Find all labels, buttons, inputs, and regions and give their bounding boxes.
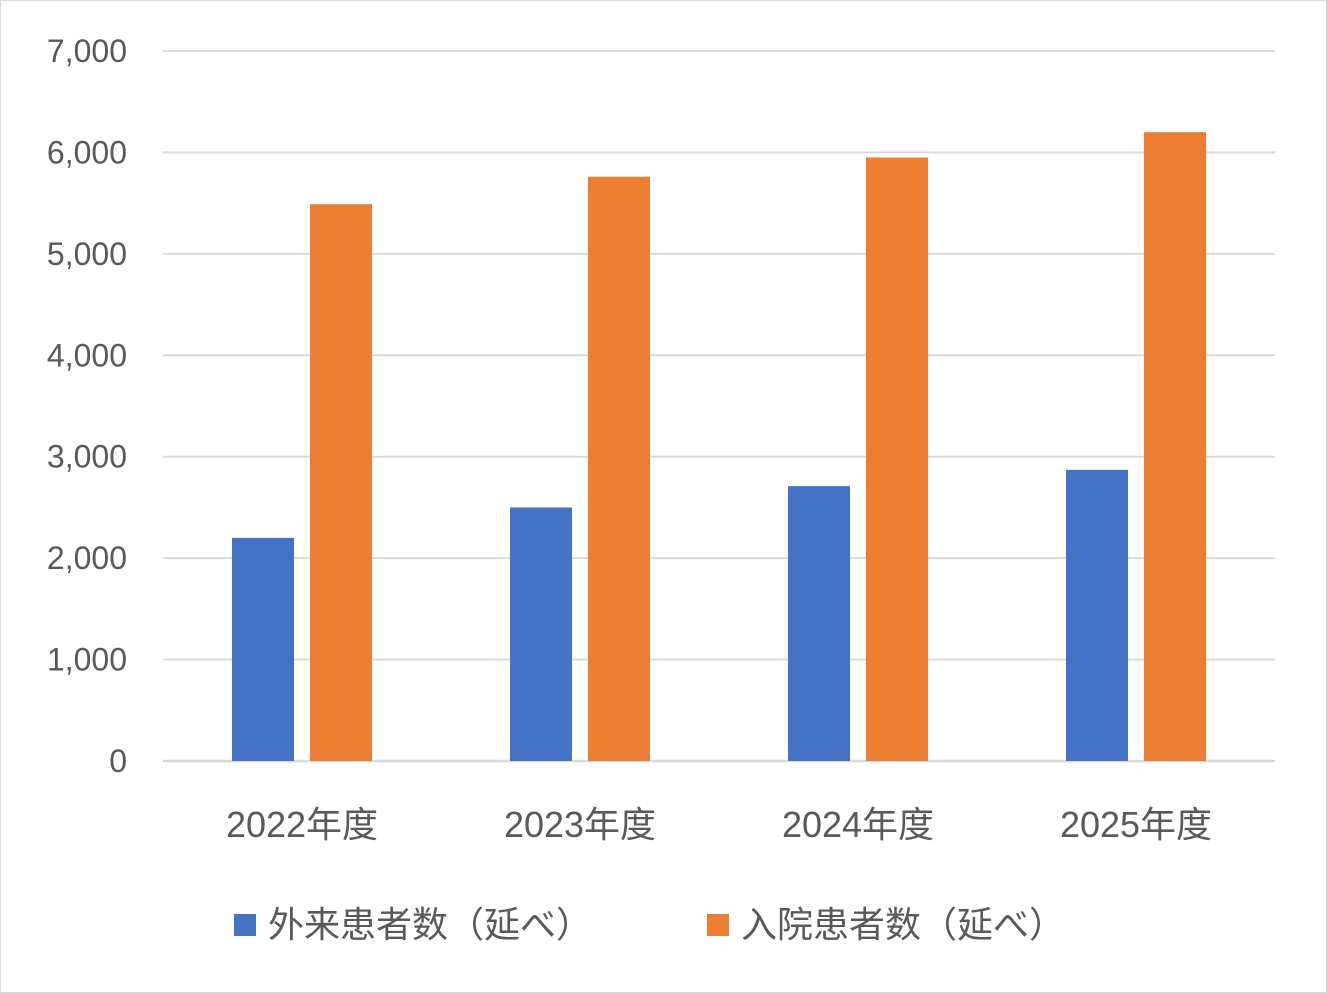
x-axis-category-labels: 2022年度 2023年度 2024年度 2025年度 (226, 804, 1212, 845)
y-tick-label: 5,000 (47, 236, 127, 272)
bar-inpatient-3 (1144, 132, 1206, 762)
y-tick-label: 3,000 (47, 439, 127, 475)
bar-outpatient-3 (1066, 469, 1128, 761)
y-axis-tick-labels: 0 1,000 2,000 3,000 4,000 5,000 6,000 7,000 (47, 33, 127, 779)
x-category-label: 2024年度 (782, 804, 934, 845)
legend-label: 入院患者数（延べ） (741, 904, 1065, 945)
bar-outpatient-0 (232, 537, 294, 761)
y-tick-label: 4,000 (47, 337, 127, 373)
bar-inpatient-0 (310, 204, 372, 761)
legend-label: 外来患者数（延べ） (268, 904, 592, 945)
y-tick-label: 7,000 (47, 33, 127, 69)
y-tick-label: 1,000 (47, 642, 127, 678)
bar-inpatient-2 (866, 157, 928, 761)
bar-outpatient-1 (510, 507, 572, 761)
legend: 外来患者数（延べ） 入院患者数（延べ） (234, 904, 1065, 945)
x-category-label: 2023年度 (504, 804, 656, 845)
legend-swatch (707, 914, 729, 936)
bar-inpatient-1 (588, 176, 650, 761)
y-tick-label: 0 (109, 743, 127, 779)
bar-outpatient-2 (788, 486, 850, 761)
bars (232, 132, 1206, 762)
x-category-label: 2025年度 (1060, 804, 1212, 845)
legend-swatch (234, 914, 256, 936)
x-category-label: 2022年度 (226, 804, 378, 845)
y-tick-label: 6,000 (47, 134, 127, 170)
y-tick-label: 2,000 (47, 540, 127, 576)
